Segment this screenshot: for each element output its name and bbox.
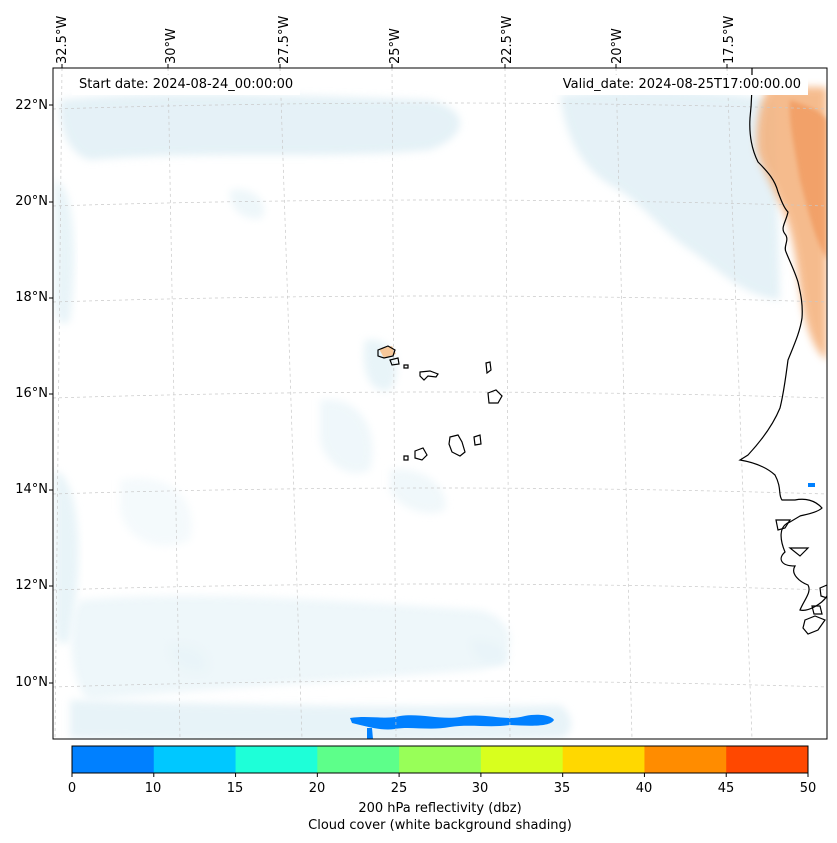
lat-label: 20°N (15, 194, 48, 209)
valid-date-box: Valid_date: 2024-08-25T17:00:00.00 (555, 75, 808, 95)
parallel-line (53, 295, 827, 303)
colorbar-tick-label: 20 (308, 781, 326, 796)
island-sao-vicente (389, 357, 400, 366)
coast-detail (802, 615, 826, 635)
colorbar-tick-label: 30 (471, 781, 489, 796)
cloud-patch (229, 189, 265, 219)
cloud-cover-shading (55, 90, 780, 739)
cloud-patch (59, 94, 460, 160)
cloud-patch (169, 644, 209, 673)
lat-label: 12°N (15, 578, 48, 593)
reflectivity-high-area (379, 85, 827, 360)
colorbar-tick-label: 25 (390, 781, 408, 796)
valid-date-label: Valid_date: 2024-08-25T17:00:00.00 (562, 77, 801, 92)
coastlines (377, 68, 827, 635)
colorbar-segment (153, 746, 237, 773)
colorbar-tick-label: 10 (144, 781, 162, 796)
colorbar-tick-label: 35 (553, 781, 571, 796)
colorbar-subtitle: Cloud cover (white background shading) (308, 818, 572, 833)
colorbar-segment (399, 746, 482, 773)
lon-label: 27.5°W (277, 15, 292, 64)
reflectivity-low-band (350, 483, 815, 739)
colorbar-segment (562, 746, 645, 773)
lat-label: 10°N (15, 675, 48, 690)
parallel-line (53, 102, 827, 110)
lon-label: 25°W (388, 28, 403, 64)
island-santo-antao (377, 345, 396, 359)
colorbar-tick-label: 15 (226, 781, 244, 796)
island-maio (473, 434, 482, 446)
start-date-box: Start date: 2024-08-24_00:00:00 (72, 75, 301, 95)
lon-label: 30°W (164, 28, 179, 64)
colorbar-segment (72, 746, 155, 773)
lon-label: 32.5°W (55, 15, 70, 64)
map-frame (52, 67, 828, 740)
lat-label: 18°N (15, 290, 48, 305)
meridian-line (726, 68, 753, 739)
colorbar-segment (317, 746, 400, 773)
cloud-patch (120, 478, 192, 546)
island-santa-luzia (403, 364, 409, 369)
colorbar-frame (71, 745, 809, 774)
parallel-line (53, 487, 827, 495)
cloud-patch (560, 90, 780, 300)
lat-label: 14°N (15, 482, 48, 497)
colorbar-segment (480, 746, 564, 773)
parallel-line (53, 199, 827, 207)
cloud-patch (55, 470, 79, 644)
cloud-patch (70, 700, 572, 739)
colorbar-tick-label: 50 (799, 781, 817, 796)
colorbar-segment (644, 746, 727, 773)
colorbar-tick-label: 45 (717, 781, 735, 796)
lat-label: 22°N (15, 98, 48, 113)
island-sal (485, 361, 492, 375)
lat-label: 16°N (15, 386, 48, 401)
meridian-line (279, 68, 303, 739)
cloud-patch (390, 469, 446, 514)
africa-coastline (738, 68, 827, 611)
island-fogo (414, 447, 428, 461)
cloud-patch (320, 399, 373, 474)
parallel-line (53, 583, 827, 591)
colorbar (71, 745, 809, 777)
island-brava (403, 455, 409, 461)
coast-detail (819, 584, 827, 599)
parallel-line (53, 391, 827, 399)
cloud-patch (470, 639, 509, 666)
lon-label: 20°W (610, 28, 625, 64)
colorbar-title: 200 hPa reflectivity (dbz) (358, 801, 522, 816)
island-sao-nicolau (419, 370, 439, 381)
colorbar-tick-label: 40 (635, 781, 653, 796)
meridian-line (615, 68, 633, 739)
island-boa-vista (487, 389, 503, 404)
coast-detail (811, 605, 823, 615)
coast-detail (788, 547, 810, 557)
parallel-line (53, 680, 827, 688)
colorbar-tick-label: 0 (67, 781, 77, 796)
cloud-patch (71, 595, 511, 700)
start-date-label: Start date: 2024-08-24_00:00:00 (79, 77, 294, 92)
colorbar-segment (726, 746, 809, 773)
coast-detail (775, 519, 792, 531)
lon-label: 17.5°W (722, 15, 737, 64)
graticule (53, 68, 827, 739)
cloud-patch (55, 180, 75, 324)
island-santiago (448, 434, 466, 457)
colorbar-segment (235, 746, 318, 773)
lon-label: 22.5°W (500, 15, 515, 64)
